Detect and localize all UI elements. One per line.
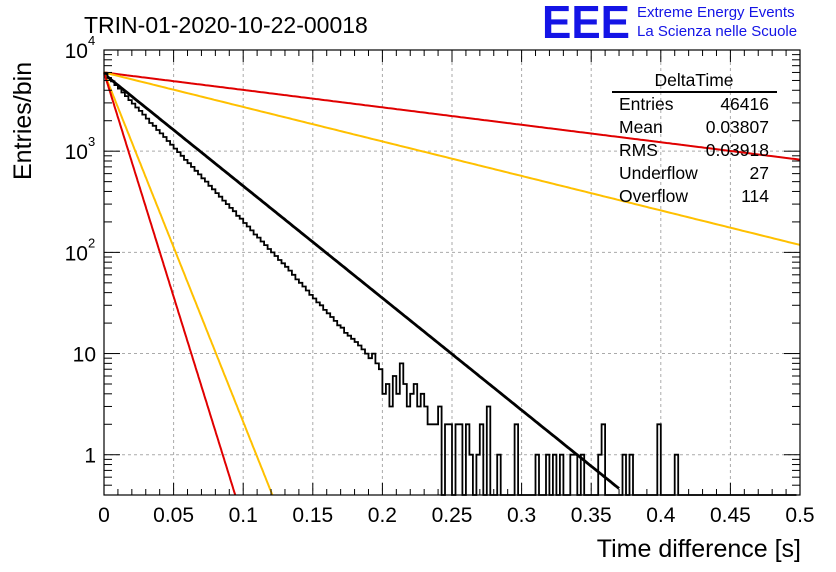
stats-value: 46416 <box>720 94 769 114</box>
stats-label: Mean <box>619 117 663 137</box>
y-tick-exponent: 3 <box>88 134 95 149</box>
x-tick-label: 0.2 <box>368 504 397 527</box>
histogram-outline <box>104 73 797 496</box>
x-tick-label: 0.4 <box>646 504 676 527</box>
brand-line-1: Extreme Energy Events <box>637 4 795 21</box>
y-tick-label: 1 <box>84 445 96 468</box>
x-tick-label: 0.3 <box>507 504 536 527</box>
x-tick-label: 0.05 <box>153 504 194 527</box>
histogram <box>104 73 797 496</box>
y-axis-label: Entries/bin <box>9 62 37 180</box>
brand-line-2: La Scienza nelle Scuole <box>637 23 798 40</box>
x-tick-label: 0.45 <box>710 504 751 527</box>
y-tick-exponent: 2 <box>88 235 95 250</box>
stats-value: 27 <box>750 163 769 183</box>
stats-value: 114 <box>741 186 769 206</box>
run-title: TRIN-01-2020-10-22-00018 <box>84 12 368 38</box>
y-tick-label: 10 <box>73 344 96 367</box>
eee-logo-text: EEE <box>542 2 630 42</box>
fit-curves <box>103 71 801 496</box>
stats-value: 0.03807 <box>706 117 769 137</box>
eee-logo: EEE <box>542 2 630 42</box>
y-tick-label: 10 <box>65 40 88 63</box>
curve-black-fit <box>103 72 620 490</box>
curve-yellow-fast <box>103 72 274 496</box>
axes: 0 0.05 0.1 0.15 0.2 0.25 0.3 0.35 0.4 0.45 0.5 1 10 1… <box>65 33 815 527</box>
stats-label: Overflow <box>619 186 688 206</box>
x-tick-label: 0.25 <box>432 504 473 527</box>
stats-label: RMS <box>619 140 658 160</box>
curve-yellow-slow <box>103 71 801 246</box>
y-tick-label: 10 <box>65 141 88 164</box>
y-tick-exponent: 4 <box>88 33 95 48</box>
x-tick-label: 0.15 <box>292 504 333 527</box>
curve-red-slow <box>103 71 801 161</box>
stats-title: DeltaTime <box>654 70 733 90</box>
stats-value: 0.03918 <box>706 140 769 160</box>
y-tick-label: 10 <box>65 242 88 265</box>
stats-label: Underflow <box>619 163 698 183</box>
x-tick-label: 0.35 <box>571 504 612 527</box>
brand-text: Extreme Energy Events La Scienza nelle S… <box>637 3 797 41</box>
x-axis-label: Time difference [s] <box>597 535 801 563</box>
x-tick-label: 0 <box>98 504 110 527</box>
curve-red-fast <box>103 72 237 496</box>
x-tick-label: 0.5 <box>785 504 814 527</box>
x-tick-label: 0.1 <box>229 504 258 527</box>
stats-box: DeltaTime Entries 46416 Mean 0.03807 RMS 0.03… <box>612 70 777 206</box>
stats-label: Entries <box>619 94 674 114</box>
